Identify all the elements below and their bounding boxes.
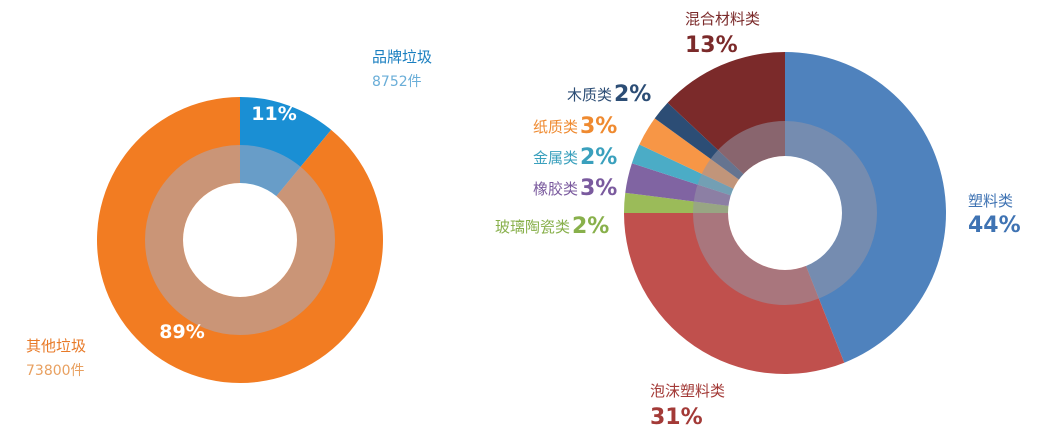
right-label-name: 塑料类 (968, 192, 1013, 210)
left-slice-pct-label: 89% (159, 321, 204, 343)
right-label-pct: 3% (580, 114, 617, 139)
left-donut-hole (183, 183, 297, 297)
right-label-pct: 3% (580, 176, 617, 201)
left-slice-pct-label: 11% (251, 103, 296, 125)
right-label-pct: 44% (968, 213, 1021, 238)
left-legend-name: 其他垃圾 (26, 337, 86, 355)
right-label-name: 橡胶类 (533, 180, 578, 198)
right-label-name: 泡沫塑料类 (650, 382, 725, 400)
right-label-name: 玻璃陶瓷类 (495, 218, 570, 236)
right-inner-ring (693, 121, 877, 305)
right-label-pct: 2% (580, 145, 617, 170)
right-label-name: 纸质类 (533, 118, 578, 136)
right-label-pct: 2% (572, 214, 609, 239)
left-legend-count: 73800件 (26, 363, 85, 379)
left-legend-name: 品牌垃圾 (372, 48, 432, 66)
right-label-name: 木质类 (567, 86, 612, 104)
left-inner-ring (145, 145, 335, 335)
left-legend-count: 8752件 (372, 74, 422, 90)
right-label-pct: 31% (650, 405, 703, 430)
right-label-pct: 2% (614, 82, 651, 107)
right-label-name: 金属类 (533, 149, 578, 167)
right-label-name: 混合材料类 (685, 10, 760, 28)
right-label-pct: 13% (685, 33, 738, 58)
right-donut-hole (728, 156, 842, 270)
